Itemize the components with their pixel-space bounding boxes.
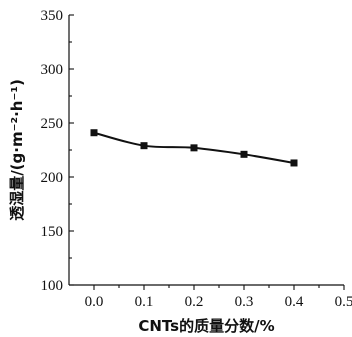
data-point-marker — [290, 159, 298, 167]
y-tick-label: 200 — [41, 170, 64, 186]
x-tick-label: 0.4 — [285, 294, 304, 310]
y-tick-label: 300 — [41, 62, 64, 78]
y-tick-label: 150 — [41, 224, 64, 240]
x-tick-label: 0.5 — [335, 294, 352, 310]
y-tick-label: 250 — [41, 116, 64, 132]
data-point-marker — [90, 129, 98, 137]
y-axis-title: 透湿量/(g·m⁻²·h⁻¹) — [8, 79, 26, 221]
x-tick-label: 0.3 — [235, 294, 254, 310]
ticks: 100 150 200 250 300 350 0.0 0.1 0.2 0.3 0.4 0.5 — [41, 8, 352, 310]
y-tick-label: 350 — [41, 8, 64, 24]
x-tick-label: 0.1 — [135, 294, 154, 310]
y-tick-label: 100 — [41, 278, 64, 294]
data-point-marker — [190, 144, 198, 152]
x-tick-label: 0.0 — [85, 294, 104, 310]
x-tick-label: 0.2 — [185, 294, 204, 310]
data-point-marker — [240, 150, 248, 158]
data-point-marker — [140, 142, 148, 150]
x-axis-title: CNTs的质量分数/% — [138, 317, 274, 335]
series — [90, 129, 298, 167]
